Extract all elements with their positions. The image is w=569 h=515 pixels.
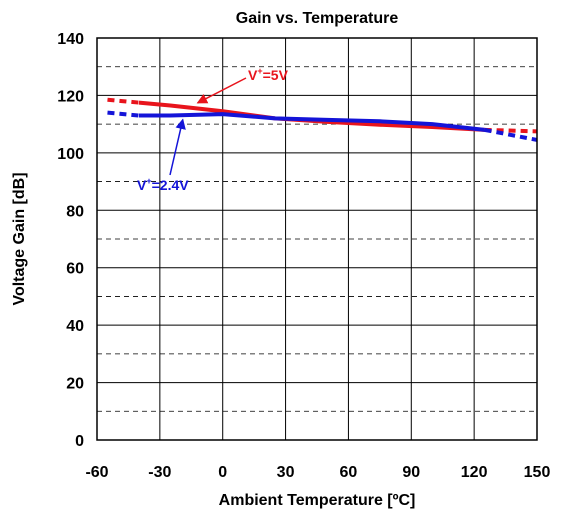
annotation-2-4v-base: V	[137, 177, 147, 193]
y-tick-label: 80	[66, 203, 84, 220]
y-tick-label: 60	[66, 261, 84, 278]
annotation-2-4v-rest: =2.4V	[152, 177, 190, 193]
x-axis-label: Ambient Temperature [ºC]	[219, 492, 416, 509]
x-tick-label: 120	[461, 464, 488, 481]
series-5v-dashed-0	[107, 97, 140, 105]
chart-title: Gain vs. Temperature	[236, 10, 399, 27]
series-2-4v-dashed-0	[107, 110, 140, 118]
x-tick-label: 0	[218, 464, 227, 481]
x-tick-labels: -60 -30 0 30 60 90 120 150	[85, 464, 550, 481]
annotation-arrows	[169, 77, 247, 176]
plot-border	[96, 37, 538, 441]
annotation-label-2-4v: V+=2.4V	[137, 176, 189, 193]
y-tick-label: 120	[57, 88, 84, 105]
x-tick-label: 30	[277, 464, 295, 481]
annotation-5v-base: V	[248, 67, 258, 83]
x-tick-label: -60	[85, 464, 108, 481]
y-tick-label: 0	[75, 433, 84, 450]
annotation-arrow-2-4v	[169, 118, 186, 176]
grid	[97, 38, 537, 440]
y-tick-label: 40	[66, 318, 84, 335]
x-tick-label: 60	[340, 464, 358, 481]
x-tick-label: 90	[402, 464, 420, 481]
annotation-2-4v-sup: +	[146, 176, 151, 186]
annotation-5v-sup: +	[257, 66, 262, 76]
x-tick-label: -30	[148, 464, 171, 481]
series-5v-dashed-1	[484, 127, 538, 134]
annotation-5v-rest: =5V	[263, 67, 289, 83]
series-2-4v-line	[138, 112, 485, 132]
y-tick-label: 100	[57, 146, 84, 163]
series-layer	[107, 97, 538, 142]
y-tick-label: 20	[66, 376, 84, 393]
series-2-4v-dashed-1	[484, 127, 538, 142]
y-axis-label: Voltage Gain [dB]	[11, 172, 28, 305]
x-tick-label: 150	[524, 464, 551, 481]
y-tick-labels: 0 20 40 60 80 100 120 140	[57, 31, 84, 450]
annotation-arrow-5v	[196, 77, 247, 104]
annotation-label-5v: V+=5V	[248, 66, 289, 83]
y-tick-label: 140	[57, 31, 84, 48]
